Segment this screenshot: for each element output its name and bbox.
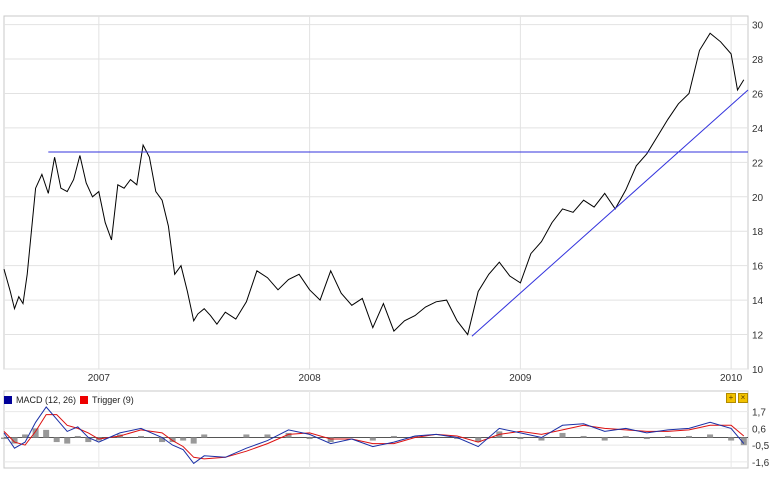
y-tick-label: 26 bbox=[752, 89, 764, 100]
y-tick-label: 28 bbox=[752, 55, 764, 66]
macd-histogram-bar bbox=[390, 435, 397, 438]
macd-histogram-bar bbox=[74, 435, 81, 438]
price-line bbox=[3, 32, 745, 336]
macd-histogram-bar bbox=[411, 435, 418, 438]
macd-line bbox=[3, 406, 745, 465]
macd-histogram-bar bbox=[285, 432, 292, 438]
macd-histogram-bar bbox=[201, 434, 208, 438]
y-tick-label: 18 bbox=[752, 227, 764, 238]
macd-histogram-bar bbox=[53, 437, 60, 443]
macd-legend-label: MACD (12, 26) bbox=[16, 395, 77, 405]
macd-histogram-bar bbox=[664, 435, 671, 438]
y-tick-label: 16 bbox=[752, 262, 764, 273]
macd-histogram-bar bbox=[22, 434, 29, 438]
macd-legend-swatch bbox=[4, 396, 12, 404]
trend-line bbox=[471, 89, 749, 337]
x-tick-label: 2010 bbox=[720, 373, 743, 384]
macd-histogram-bar bbox=[517, 437, 524, 440]
price-chart-panel: 10 12 14 16 18 20 22 24 26 28 30 2007 2008 2009 2010 bbox=[3, 15, 764, 384]
x-tick-label: 2007 bbox=[88, 373, 111, 384]
trigger-legend-label: Trigger (9) bbox=[92, 395, 134, 405]
macd-histogram-bar bbox=[685, 435, 692, 438]
y-tick-label: 14 bbox=[752, 296, 764, 307]
y-tick-label: 20 bbox=[752, 193, 764, 204]
macd-histogram-bar bbox=[85, 437, 92, 443]
y-tick-label: 10 bbox=[752, 365, 764, 376]
macd-histogram-bar bbox=[740, 437, 747, 446]
y-tick-label: 22 bbox=[752, 158, 764, 169]
macd-histogram-bar bbox=[159, 437, 166, 443]
macd-histogram-bar bbox=[475, 437, 482, 443]
macd-histogram-bar bbox=[264, 434, 271, 438]
expand-icon[interactable]: + bbox=[726, 393, 736, 403]
macd-histogram-bar bbox=[306, 437, 313, 440]
macd-histogram-bar bbox=[559, 432, 566, 438]
macd-histogram-bar bbox=[190, 437, 197, 444]
macd-y-tick-label: 1,7 bbox=[752, 408, 766, 419]
macd-histogram-bar bbox=[728, 437, 735, 441]
macd-histogram-bar bbox=[580, 435, 587, 438]
macd-histogram-bar bbox=[643, 437, 650, 440]
macd-histogram-bar bbox=[243, 434, 250, 438]
trigger-legend-swatch bbox=[80, 396, 89, 404]
macd-histogram-bar bbox=[622, 435, 629, 438]
x-tick-label: 2008 bbox=[298, 373, 321, 384]
macd-histogram-bar bbox=[32, 428, 39, 438]
macd-histogram-bar bbox=[369, 437, 376, 441]
macd-histogram-bar bbox=[601, 437, 608, 441]
macd-legend: MACD (12, 26) Trigger (9) bbox=[4, 393, 134, 407]
macd-histogram-bar bbox=[538, 437, 545, 441]
macd-histogram-bar bbox=[327, 437, 334, 443]
macd-histogram-bar bbox=[180, 437, 187, 441]
macd-y-tick-label: 0,6 bbox=[752, 424, 766, 435]
macd-histogram-bar bbox=[707, 434, 714, 438]
plot-area bbox=[3, 15, 749, 370]
macd-y-tick-label: -1,6 bbox=[752, 458, 770, 469]
x-tick-label: 2009 bbox=[509, 373, 532, 384]
y-tick-label: 12 bbox=[752, 331, 764, 342]
macd-histogram-bar bbox=[43, 429, 50, 438]
macd-chart-panel: -1,6 -0,5 0,6 1,7 bbox=[1, 390, 770, 469]
macd-histogram-bar bbox=[11, 437, 18, 444]
y-tick-label: 30 bbox=[752, 21, 764, 32]
macd-histogram-bar bbox=[137, 435, 144, 438]
macd-histogram-bar bbox=[1, 437, 7, 440]
macd-histogram-bar bbox=[64, 437, 71, 444]
macd-y-tick-label: -0,5 bbox=[752, 441, 770, 452]
trigger-line bbox=[3, 414, 745, 460]
macd-histogram-bar bbox=[454, 437, 461, 440]
y-tick-label: 24 bbox=[752, 124, 764, 135]
close-icon[interactable]: × bbox=[738, 393, 748, 403]
macd-histogram-bar bbox=[169, 437, 176, 443]
